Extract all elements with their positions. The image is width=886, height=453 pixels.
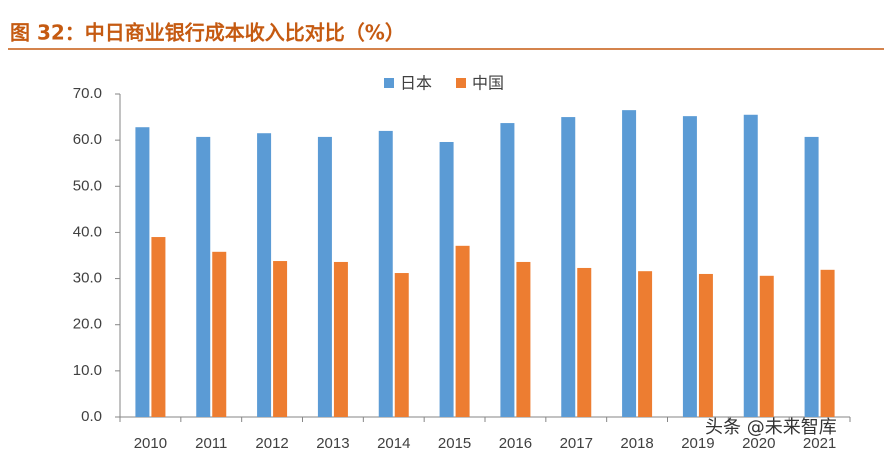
y-tick-label: 40.0	[73, 223, 102, 240]
watermark: 头条 @未来智库	[705, 417, 837, 438]
bar	[516, 261, 531, 417]
bar	[561, 117, 576, 418]
y-tick-label: 70.0	[73, 85, 102, 102]
bar	[135, 127, 150, 418]
bar	[333, 261, 348, 417]
bar	[455, 245, 470, 417]
bar	[257, 133, 272, 417]
bar	[394, 273, 409, 417]
bar	[682, 116, 697, 418]
bar	[759, 275, 774, 417]
bar	[638, 271, 653, 417]
bar	[273, 261, 288, 417]
bar	[151, 237, 166, 417]
bar	[804, 136, 819, 418]
bar	[378, 130, 393, 417]
legend-swatch	[456, 78, 466, 88]
chart-title: 图 32：中日商业银行成本收入比对比（%）	[10, 21, 405, 45]
bar	[577, 267, 592, 417]
x-tick-label: 2019	[681, 435, 714, 452]
x-tick-label: 2021	[803, 435, 836, 452]
y-tick-label: 30.0	[73, 270, 102, 287]
bar	[439, 141, 454, 417]
x-tick-label: 2013	[316, 435, 349, 452]
y-tick-label: 10.0	[73, 362, 102, 379]
legend-label: 中国	[472, 74, 504, 93]
x-tick-label: 2020	[742, 435, 775, 452]
x-tick-label: 2011	[195, 435, 227, 452]
legend-swatch	[384, 78, 394, 88]
x-tick-label: 2016	[499, 435, 532, 452]
x-tick-label: 2018	[620, 435, 653, 452]
bar	[743, 114, 758, 417]
y-tick-label: 0.0	[81, 408, 102, 425]
y-tick-label: 20.0	[73, 316, 102, 333]
bar	[622, 110, 637, 418]
bar	[196, 136, 211, 418]
y-tick-label: 60.0	[73, 131, 102, 148]
bar	[212, 251, 227, 417]
bar	[500, 123, 515, 417]
bar	[698, 273, 713, 417]
y-tick-label: 50.0	[73, 177, 102, 194]
x-tick-label: 2017	[560, 435, 593, 452]
x-tick-label: 2012	[255, 435, 288, 452]
x-tick-label: 2010	[134, 435, 167, 452]
bar	[317, 136, 332, 418]
bar	[820, 269, 835, 417]
x-tick-label: 2014	[377, 435, 410, 452]
legend-label: 日本	[400, 74, 432, 93]
x-tick-label: 2015	[438, 435, 471, 452]
